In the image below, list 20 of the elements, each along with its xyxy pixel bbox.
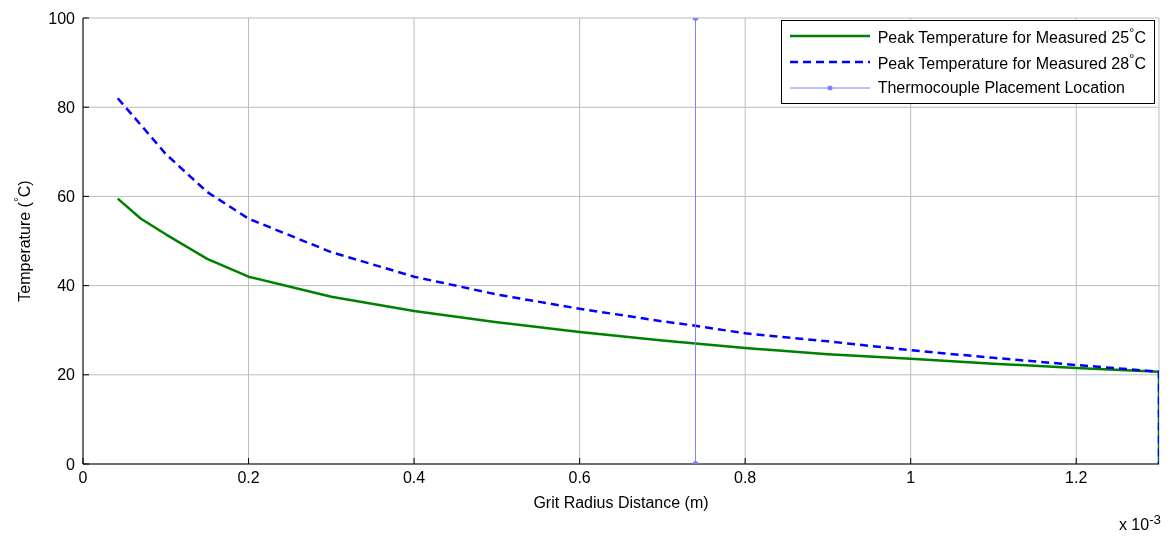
line-series xyxy=(116,197,1159,464)
y-tick-label: 20 xyxy=(57,366,76,384)
x-tick-label: 0.4 xyxy=(402,469,426,487)
y-tick-label: 40 xyxy=(57,277,76,295)
x-tick-label: 0.2 xyxy=(237,469,260,487)
y-tick-label: 60 xyxy=(57,188,76,206)
legend-label: Thermocouple Placement Location xyxy=(877,79,1125,97)
y-tick-label: 0 xyxy=(66,455,76,473)
text: x 10$^{-3}$ xyxy=(1118,511,1161,534)
legend-label: Peak Temperature for Measured 25$^{°}$C xyxy=(877,24,1146,48)
y-tick-label: 100 xyxy=(48,9,76,27)
x-tick-label: 0 xyxy=(78,469,88,487)
y-tick-label: 80 xyxy=(57,98,76,116)
x-axis-title: Grit Radius Distance (m) xyxy=(533,494,709,511)
legend-label: Peak Temperature for Measured 28$^{°}$C xyxy=(877,50,1146,74)
x-tick-label: 0.8 xyxy=(734,469,757,487)
line-series xyxy=(116,97,1159,464)
x-tick-label: 0.6 xyxy=(568,469,591,487)
x-tick-label: 1 xyxy=(906,469,916,487)
x-tick-label: 1.2 xyxy=(1065,469,1088,487)
